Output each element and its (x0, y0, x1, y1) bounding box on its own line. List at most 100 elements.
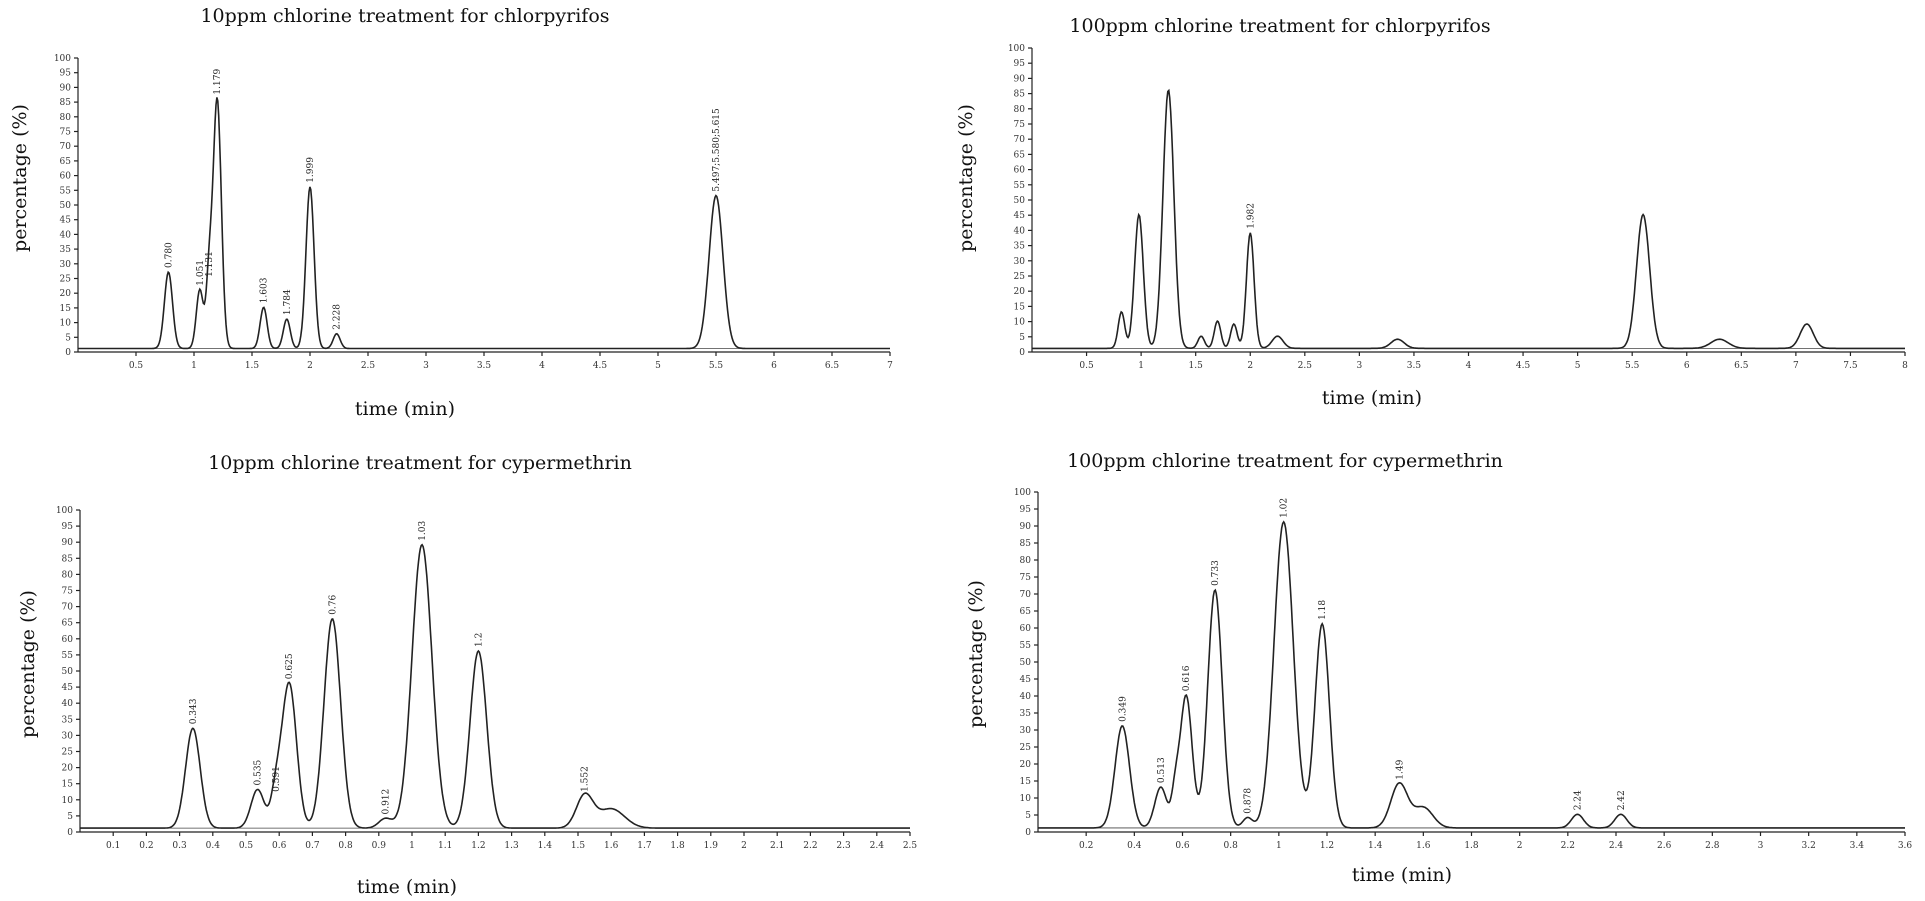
peak-label: 1.02 (1280, 498, 1290, 518)
y-tick-label: 95 (60, 69, 72, 79)
x-tick-label: 2.5 (1298, 361, 1313, 371)
x-tick-label: 2.3 (836, 841, 851, 851)
y-tick-label: 75 (1014, 120, 1026, 130)
y-axis-label: percentage (%) (17, 590, 39, 738)
x-tick-label: 1.2 (471, 841, 485, 851)
y-tick-label: 30 (1020, 726, 1032, 736)
y-tick-label: 10 (1020, 794, 1032, 804)
x-tick-label: 4.5 (593, 361, 608, 371)
y-tick-label: 90 (60, 83, 72, 93)
y-tick-label: 80 (1020, 556, 1032, 566)
y-tick-label: 25 (1020, 743, 1032, 753)
x-tick-label: 0.1 (106, 841, 120, 851)
y-tick-label: 30 (62, 731, 74, 741)
y-tick-label: 25 (62, 748, 74, 758)
peak-label: 2.228 (333, 304, 343, 330)
y-tick-label: 70 (1014, 135, 1026, 145)
y-tick-label: 45 (62, 683, 74, 693)
y-tick-label: 80 (1014, 105, 1026, 115)
y-tick-label: 15 (1020, 777, 1032, 787)
x-tick-label: 1 (1138, 361, 1144, 371)
x-axis-label: time (min) (1352, 864, 1452, 886)
y-tick-label: 70 (60, 142, 72, 152)
x-tick-label: 1.6 (1416, 841, 1431, 851)
x-tick-label: 2.1 (770, 841, 784, 851)
x-tick-label: 7.5 (1843, 361, 1858, 371)
chart-title: 10ppm chlorine treatment for chlorpyrifo… (200, 5, 609, 27)
y-tick-label: 40 (62, 699, 74, 709)
y-tick-label: 60 (1020, 624, 1032, 634)
y-tick-label: 30 (60, 260, 72, 270)
peak-label: 1.982 (1246, 203, 1256, 229)
x-tick-label: 1.4 (1368, 841, 1383, 851)
y-tick-label: 60 (60, 172, 72, 182)
x-tick-label: 0.5 (129, 361, 144, 371)
x-tick-label: 0.5 (239, 841, 254, 851)
y-tick-label: 75 (60, 128, 72, 138)
x-tick-label: 2.5 (361, 361, 376, 371)
y-tick-label: 35 (60, 245, 72, 255)
y-tick-label: 25 (1014, 272, 1026, 282)
y-tick-label: 55 (60, 186, 72, 196)
y-tick-label: 80 (62, 570, 74, 580)
y-tick-label: 75 (1020, 573, 1032, 583)
x-tick-label: 0.2 (139, 841, 153, 851)
x-tick-label: 5.5 (1625, 361, 1640, 371)
peak-label: 0.625 (285, 653, 295, 679)
y-tick-label: 5 (67, 812, 73, 822)
y-tick-label: 15 (1014, 302, 1026, 312)
peak-label: 5.497;5.580;5.615 (712, 108, 722, 192)
x-tick-label: 4.5 (1516, 361, 1531, 371)
y-tick-label: 90 (62, 538, 74, 548)
x-tick-label: 2 (1247, 361, 1253, 371)
x-tick-label: 5 (655, 361, 661, 371)
x-tick-label: 5.5 (709, 361, 724, 371)
y-tick-label: 50 (60, 201, 72, 211)
y-tick-label: 90 (1014, 74, 1026, 84)
x-tick-label: 1.5 (571, 841, 586, 851)
y-tick-label: 85 (62, 554, 74, 564)
y-tick-label: 65 (1020, 607, 1032, 617)
peak-label: 1.18 (1318, 600, 1328, 620)
y-tick-label: 10 (1014, 318, 1026, 328)
panel-chlorpyrifos-100ppm: 100ppm chlorine treatment for chlorpyrif… (955, 15, 1908, 409)
peak-label: 0.349 (1118, 696, 1128, 722)
x-tick-label: 1.5 (245, 361, 260, 371)
x-tick-label: 3 (1357, 361, 1363, 371)
x-tick-label: 2.4 (870, 841, 885, 851)
y-tick-label: 45 (1020, 675, 1032, 685)
peak-label: 1.131 (205, 251, 215, 277)
y-tick-label: 50 (1014, 196, 1026, 206)
y-tick-label: 0 (1019, 348, 1025, 358)
y-tick-label: 40 (1020, 692, 1032, 702)
panel-cypermethrin-100ppm: 100ppm chlorine treatment for cypermethr… (965, 450, 1912, 886)
chromatogram-trace (1038, 520, 1905, 829)
y-tick-label: 10 (60, 319, 72, 329)
x-tick-label: 1.2 (1320, 841, 1334, 851)
x-tick-label: 2.8 (1705, 841, 1720, 851)
y-tick-label: 20 (1020, 760, 1032, 770)
x-tick-label: 3 (423, 361, 429, 371)
x-tick-label: 0.2 (1079, 841, 1093, 851)
peak-label: 1.552 (581, 766, 591, 792)
x-tick-label: 2.2 (1561, 841, 1575, 851)
y-tick-label: 35 (1014, 242, 1026, 252)
x-tick-label: 0.7 (305, 841, 320, 851)
peak-label: 1.03 (418, 520, 428, 540)
x-tick-label: 0.6 (272, 841, 287, 851)
x-tick-label: 2.2 (803, 841, 817, 851)
y-tick-label: 80 (60, 113, 72, 123)
y-tick-label: 20 (62, 764, 74, 774)
peak-label: 1.999 (306, 157, 316, 183)
y-tick-label: 100 (1014, 488, 1031, 498)
x-tick-label: 2 (307, 361, 313, 371)
x-tick-label: 6 (1684, 361, 1690, 371)
y-tick-label: 65 (62, 619, 74, 629)
x-tick-label: 0.9 (372, 841, 387, 851)
x-tick-label: 0.4 (1127, 841, 1142, 851)
y-tick-label: 85 (1020, 539, 1032, 549)
y-tick-label: 0 (65, 348, 71, 358)
x-tick-label: 7 (887, 361, 893, 371)
x-tick-label: 1.4 (538, 841, 553, 851)
